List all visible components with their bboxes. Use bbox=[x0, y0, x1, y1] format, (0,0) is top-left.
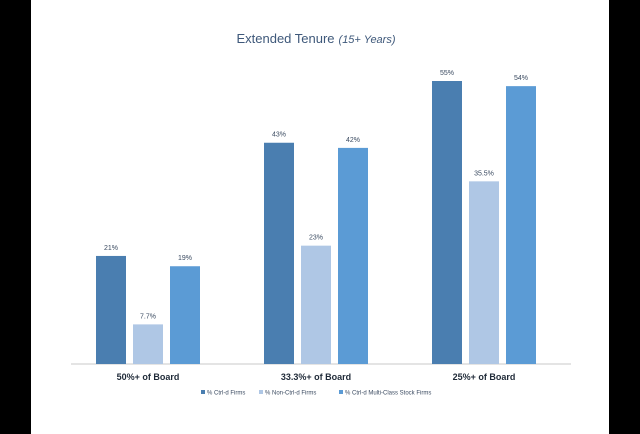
data-label: 19% bbox=[178, 255, 192, 262]
chart-subtitle: (15+ Years) bbox=[339, 34, 396, 46]
category-label: 50%+ of Board bbox=[117, 372, 180, 382]
legend-label: % Ctrl-d Firms bbox=[207, 391, 245, 397]
chart-title: Extended Tenure bbox=[236, 31, 334, 46]
legend-label: % Ctrl-d Multi-Class Stock Firms bbox=[345, 391, 431, 397]
data-label: 21% bbox=[104, 245, 118, 252]
bar-chart: Extended Tenure (15+ Years) 21% 7.7% 19% 50%… bbox=[71, 31, 571, 397]
data-label: 7.7% bbox=[140, 313, 156, 320]
bar-1-3 bbox=[432, 81, 462, 364]
legend-swatch bbox=[201, 390, 205, 394]
bar-3-3 bbox=[506, 86, 536, 365]
data-label: 42% bbox=[346, 137, 360, 144]
bar-2-3 bbox=[469, 181, 499, 364]
chart-title-group: Extended Tenure (15+ Years) bbox=[236, 31, 395, 46]
legend-swatch bbox=[339, 390, 343, 394]
bar-2-2 bbox=[301, 245, 331, 364]
bars-group: 21% 7.7% 19% 50%+ of Board 43% 23% 42% 33.3%+ o… bbox=[96, 70, 536, 382]
data-label: 35.5% bbox=[474, 170, 494, 177]
bar-2-1 bbox=[133, 324, 163, 364]
data-label: 55% bbox=[440, 70, 454, 77]
slide: Extended Tenure (15+ Years) 21% 7.7% 19% 50%… bbox=[31, 0, 609, 434]
category-label: 33.3%+ of Board bbox=[281, 372, 351, 382]
legend-swatch bbox=[259, 390, 263, 394]
data-label: 54% bbox=[514, 75, 528, 82]
bar-1-1 bbox=[96, 255, 126, 364]
bar-1-2 bbox=[264, 142, 294, 364]
legend: % Ctrl-d Firms % Non-Ctrl-d Firms % Ctrl-d… bbox=[201, 390, 431, 397]
category-label: 25%+ of Board bbox=[453, 372, 516, 382]
data-label: 23% bbox=[309, 235, 323, 242]
data-label: 43% bbox=[272, 132, 286, 139]
bar-3-1 bbox=[170, 266, 200, 364]
legend-label: % Non-Ctrl-d Firms bbox=[265, 391, 316, 397]
bar-3-2 bbox=[338, 147, 368, 364]
